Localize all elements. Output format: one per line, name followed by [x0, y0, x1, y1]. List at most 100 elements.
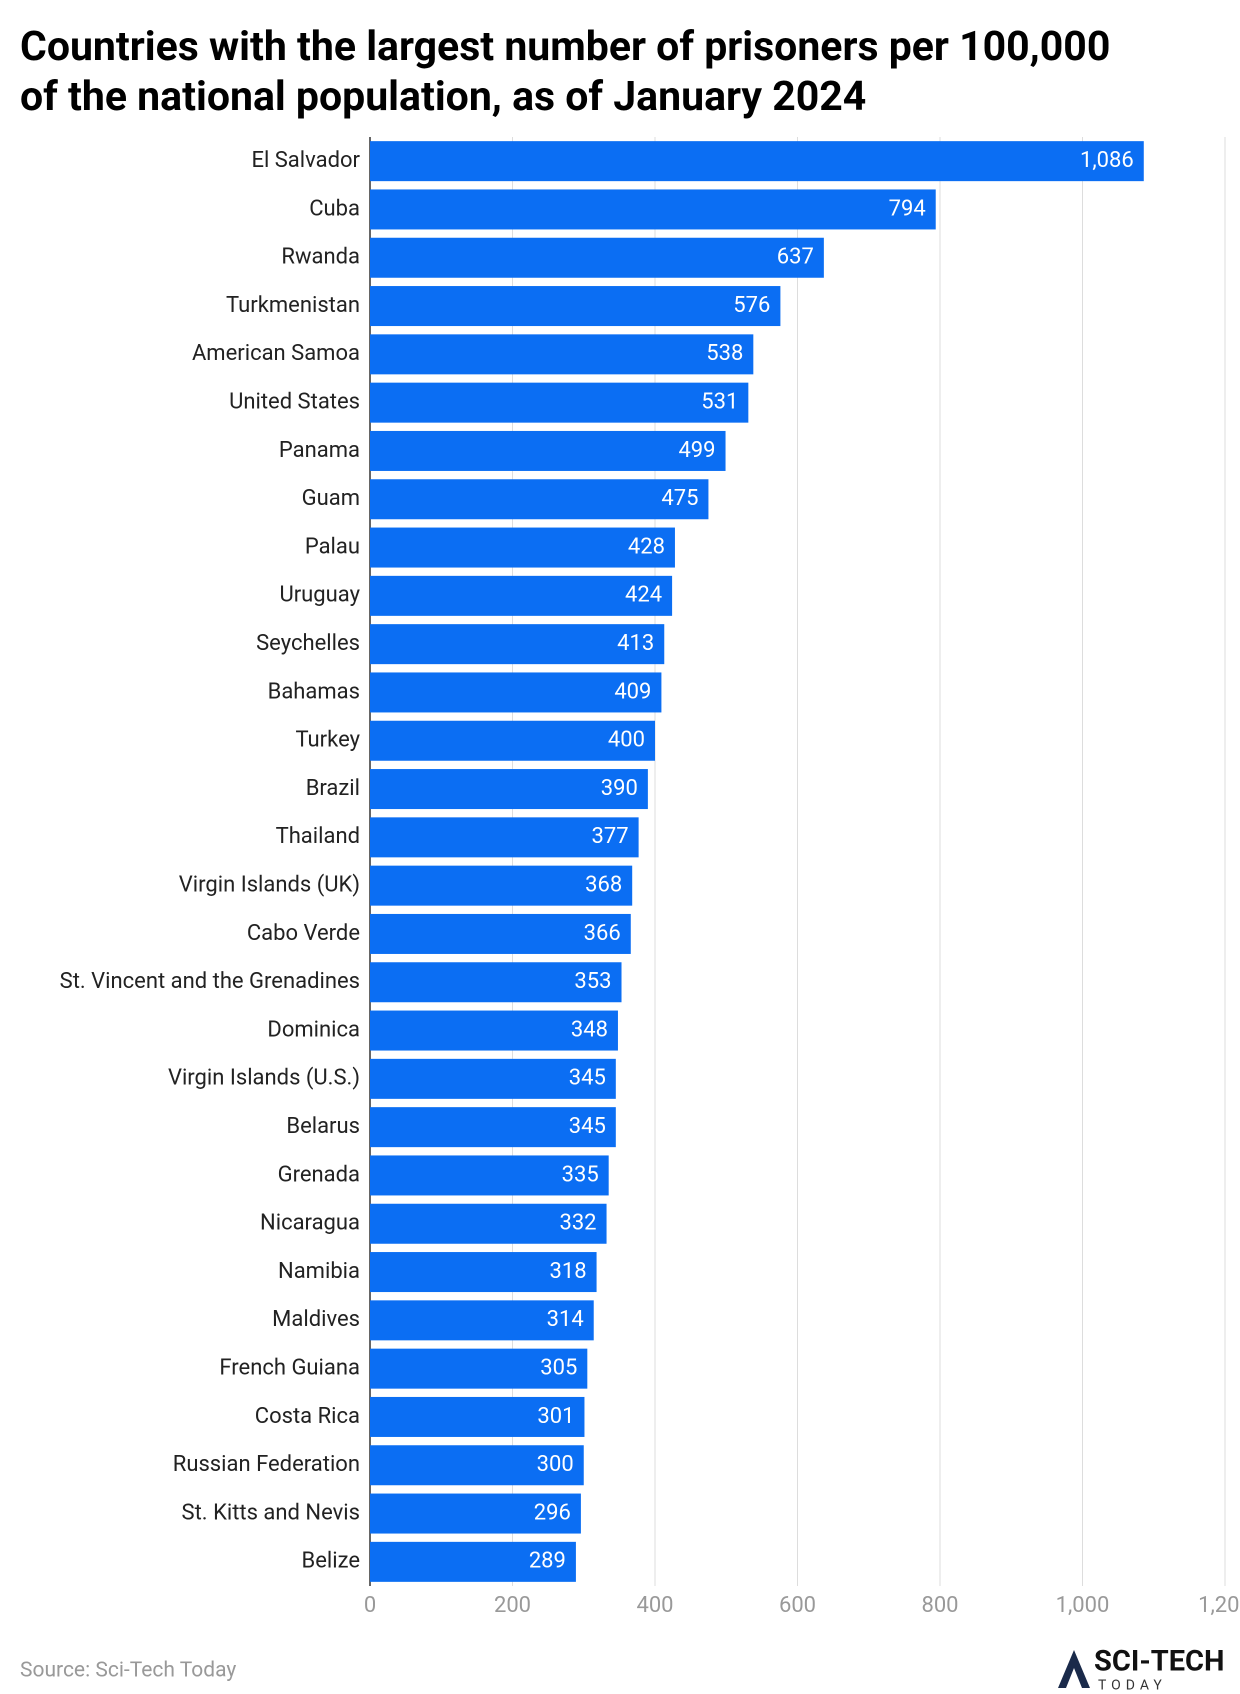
data-label: 428	[628, 534, 665, 559]
bar	[370, 962, 622, 1003]
bar	[370, 720, 655, 761]
data-label: 335	[562, 1162, 599, 1187]
y-tick-label: Virgin Islands (U.S.)	[168, 1066, 360, 1091]
x-tick-label: 400	[636, 1593, 673, 1618]
x-tick-label: 600	[779, 1593, 816, 1618]
x-tick-label: 800	[921, 1593, 958, 1618]
y-tick-label: Russian Federation	[173, 1452, 360, 1477]
data-label: 413	[617, 631, 654, 656]
y-tick-label: United States	[229, 389, 360, 414]
y-tick-label: St. Vincent and the Grenadines	[60, 969, 360, 994]
y-tick-label: Cabo Verde	[247, 921, 360, 946]
bar	[370, 334, 754, 375]
data-label: 318	[549, 1259, 586, 1284]
data-label: 637	[777, 245, 814, 270]
bar	[370, 1348, 588, 1389]
y-tick-label: Uruguay	[279, 583, 360, 608]
data-label: 400	[608, 728, 645, 753]
data-label: 531	[701, 389, 738, 414]
data-label: 300	[537, 1452, 574, 1477]
y-tick-label: American Samoa	[192, 341, 360, 366]
data-label: 538	[706, 341, 743, 366]
bar	[370, 1252, 597, 1293]
source: Source: Sci-Tech Today	[20, 1659, 236, 1683]
bar	[370, 624, 665, 665]
y-tick-label: Turkmenistan	[226, 293, 360, 318]
bar	[370, 1396, 585, 1437]
bar	[370, 1541, 576, 1582]
y-tick-label: Nicaragua	[260, 1211, 360, 1236]
y-tick-label: Costa Rica	[255, 1404, 360, 1429]
data-label: 377	[592, 824, 629, 849]
data-label: 794	[889, 196, 926, 221]
bar	[370, 1010, 618, 1051]
y-tick-label: Guam	[302, 486, 360, 511]
x-tick-label: 0	[364, 1593, 376, 1618]
data-label: 348	[571, 1017, 608, 1042]
data-label: 332	[559, 1211, 596, 1236]
data-label: 1,086	[1080, 148, 1134, 173]
x-tick-label: 1,000	[1056, 1593, 1110, 1618]
bar	[370, 1058, 616, 1099]
y-tick-label: Palau	[305, 534, 360, 559]
x-tick-label: 1,200	[1198, 1593, 1240, 1618]
bar	[370, 1493, 581, 1534]
data-label: 345	[569, 1066, 606, 1091]
logo-icon	[1058, 1650, 1090, 1688]
y-tick-label: Turkey	[295, 728, 360, 753]
y-tick-label: Seychelles	[256, 631, 360, 656]
y-tick-label: French Guiana	[219, 1355, 360, 1380]
bar	[370, 1203, 607, 1244]
bar	[370, 527, 675, 568]
data-label: 353	[574, 969, 611, 994]
data-label: 289	[529, 1549, 566, 1574]
bar	[370, 672, 662, 713]
chart-title: Countries with the largest number of pri…	[20, 23, 1110, 71]
bar	[370, 1445, 584, 1486]
y-tick-label: Bahamas	[268, 679, 360, 704]
bar	[370, 575, 673, 616]
logo-name: SCI-TECH	[1094, 1645, 1224, 1679]
y-tick-label: Namibia	[278, 1259, 360, 1284]
bar	[370, 382, 749, 423]
chart-title: of the national population, as of Januar…	[20, 73, 866, 121]
y-tick-label: Belize	[302, 1549, 360, 1574]
data-label: 301	[537, 1404, 574, 1429]
bar	[370, 237, 824, 278]
y-tick-label: Cuba	[309, 196, 360, 221]
data-label: 366	[584, 921, 621, 946]
data-label: 475	[661, 486, 698, 511]
data-label: 314	[547, 1307, 584, 1332]
bar	[370, 1155, 609, 1196]
bar	[370, 141, 1144, 182]
bar	[370, 913, 631, 954]
y-tick-label: Panama	[279, 438, 360, 463]
logo-sub: TODAY	[1098, 1678, 1167, 1694]
bar	[370, 1107, 616, 1148]
data-label: 305	[540, 1355, 577, 1380]
y-tick-label: St. Kitts and Nevis	[182, 1500, 360, 1525]
y-tick-label: Maldives	[272, 1307, 360, 1332]
bar	[370, 817, 639, 858]
bar	[370, 479, 709, 520]
logo: SCI-TECH TODAY	[1058, 1645, 1224, 1694]
bar	[370, 286, 781, 327]
y-tick-label: Belarus	[286, 1114, 360, 1139]
y-tick-label: Thailand	[276, 824, 360, 849]
bar	[370, 189, 936, 230]
bar	[370, 430, 726, 471]
data-label: 345	[569, 1114, 606, 1139]
bar	[370, 865, 633, 906]
data-label: 576	[733, 293, 770, 318]
y-tick-label: El Salvador	[251, 148, 360, 173]
data-label: 296	[534, 1500, 571, 1525]
bar	[370, 769, 648, 810]
y-tick-label: Grenada	[278, 1162, 360, 1187]
x-tick-label: 200	[494, 1593, 531, 1618]
y-tick-label: Rwanda	[281, 245, 360, 270]
data-label: 368	[585, 872, 622, 897]
data-label: 424	[625, 583, 662, 608]
y-tick-label: Brazil	[306, 776, 360, 801]
y-tick-label: Virgin Islands (UK)	[179, 872, 360, 897]
